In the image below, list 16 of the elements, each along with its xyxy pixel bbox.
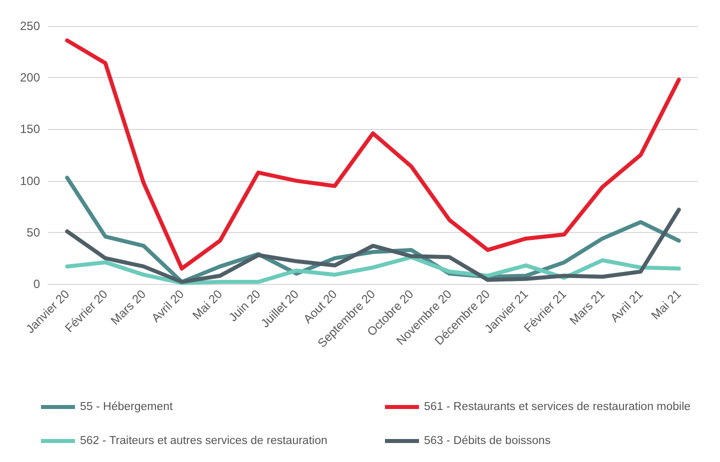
y-tick-label: 50 xyxy=(26,225,40,240)
y-tick-label: 100 xyxy=(20,174,40,188)
x-tick-label: Juin 20 xyxy=(226,286,264,324)
legend-label: 562 - Traiteurs et autres services de restauration xyxy=(80,435,328,447)
legend-label: 563 - Débits de boissons xyxy=(424,435,551,447)
y-tick-label: 200 xyxy=(20,70,40,85)
legend-label: 561 - Restaurants et services de restauration mobile xyxy=(424,401,691,413)
y-tick-label: 150 xyxy=(20,122,40,136)
line-series xyxy=(65,38,681,271)
x-tick-label: Mai 20 xyxy=(190,286,226,322)
x-tick-label: Mai 21 xyxy=(648,286,684,322)
line-series xyxy=(65,208,681,284)
legend-label: 55 - Hébergement xyxy=(80,401,174,413)
line-series xyxy=(65,255,681,285)
y-tick-label: 0 xyxy=(33,277,40,291)
y-tick-label: 250 xyxy=(20,19,40,33)
